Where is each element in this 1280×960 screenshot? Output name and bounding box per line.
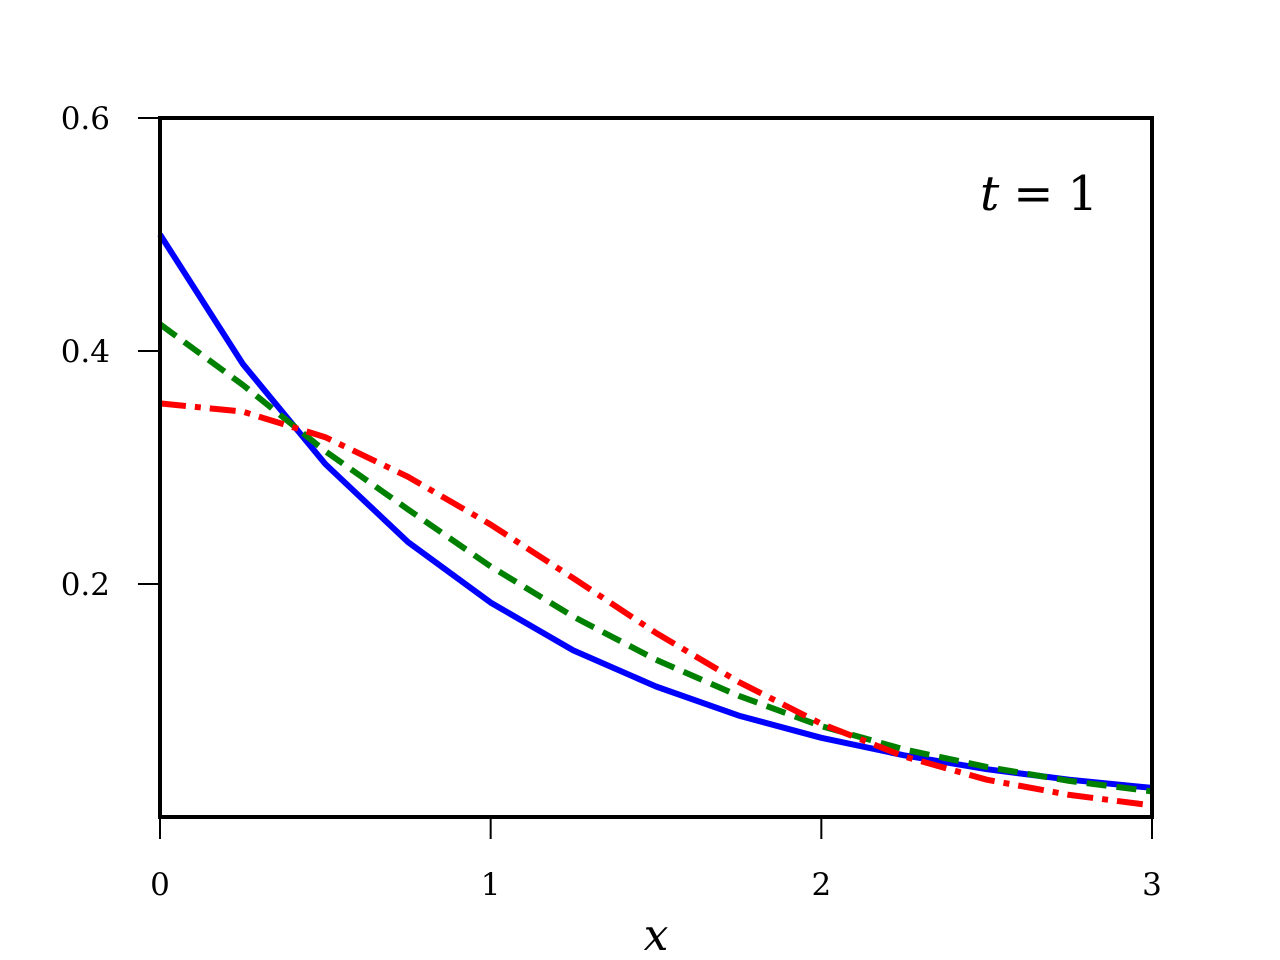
annotation-var: t bbox=[980, 166, 1000, 222]
series-line-2 bbox=[158, 321, 1153, 795]
series-line-3 bbox=[159, 400, 1153, 809]
x-tick-label: 3 bbox=[1142, 867, 1162, 903]
y-tick-label: 0.6 bbox=[61, 101, 110, 137]
annotation-op: = bbox=[1013, 166, 1053, 222]
plot-frame bbox=[158, 116, 1154, 819]
x-tick-label: 2 bbox=[811, 867, 831, 903]
annotation: t = 1 bbox=[980, 166, 1098, 222]
tick-layer: 0 1 2 3 0.2 0.4 0.6 bbox=[61, 101, 1162, 903]
series-layer bbox=[157, 232, 1153, 809]
y-tick-label: 0.2 bbox=[61, 567, 110, 603]
x-axis-label: x bbox=[644, 910, 669, 960]
y-tick-label: 0.4 bbox=[61, 334, 110, 370]
x-tick-label: 0 bbox=[150, 867, 170, 903]
series-line-1 bbox=[157, 232, 1153, 791]
annotation-value: 1 bbox=[1067, 166, 1098, 222]
x-tick-label: 1 bbox=[481, 867, 501, 903]
